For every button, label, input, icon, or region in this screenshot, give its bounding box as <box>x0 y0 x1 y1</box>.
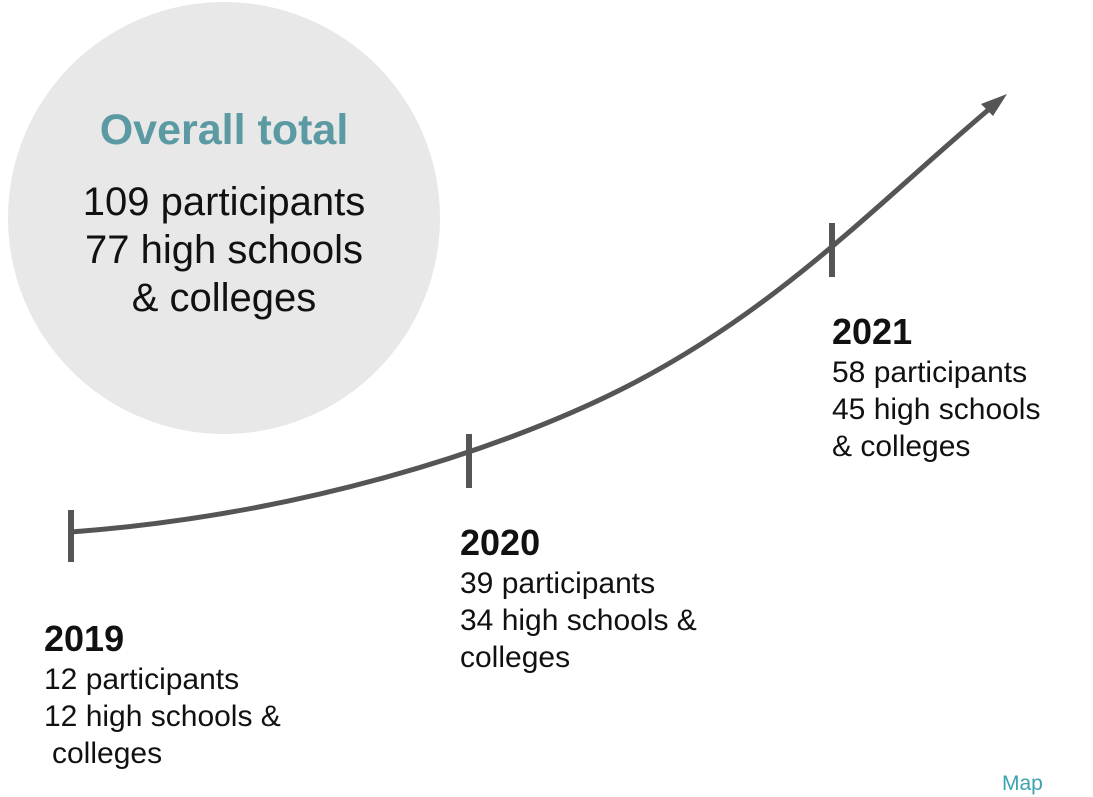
overall-participants: 109 participants <box>82 180 366 224</box>
timeline-arrowhead <box>981 94 1007 116</box>
milestone-2020: 2020 39 participants 34 high schools & c… <box>460 521 697 676</box>
milestone-schools-continued: colleges <box>52 737 163 770</box>
milestone-schools: 12 high schools & <box>44 700 281 733</box>
overall-total-title: Overall total <box>99 106 349 154</box>
milestone-year: 2019 <box>44 618 125 659</box>
milestone-2019: 2019 12 participants 12 high schools & c… <box>44 617 281 772</box>
milestone-schools-continued: & colleges <box>832 430 971 463</box>
overall-schools-continued: & colleges <box>131 276 317 320</box>
milestone-year: 2020 <box>460 522 541 563</box>
milestone-participants: 58 participants <box>832 356 1028 389</box>
milestone-participants: 39 participants <box>460 567 656 600</box>
milestone-schools: 45 high schools <box>832 393 1041 426</box>
milestone-schools-continued: colleges <box>460 641 571 674</box>
timeline-curve <box>68 97 1003 535</box>
overall-total-circle <box>8 2 440 434</box>
milestone-participants: 12 participants <box>44 663 240 696</box>
overall-total-details: 109 participants 77 high schools & colle… <box>8 178 440 322</box>
map-link[interactable]: Map <box>1002 772 1043 795</box>
milestone-schools: 34 high schools & <box>460 604 697 637</box>
overall-schools: 77 high schools <box>85 228 363 272</box>
milestone-2021: 2021 58 participants 45 high schools & c… <box>832 310 1040 465</box>
milestone-year: 2021 <box>832 311 913 352</box>
